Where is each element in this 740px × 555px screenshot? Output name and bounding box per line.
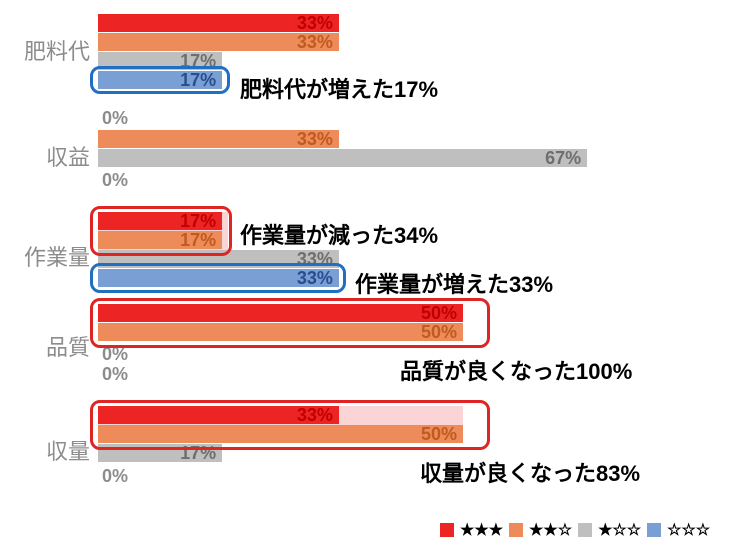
callout-box [90,206,232,256]
category-label-profit: 収益 [0,140,90,172]
zero-label: 0% [102,170,128,191]
callout-box [90,298,490,348]
legend-swatch [647,523,661,537]
bar-value-label: 33% [297,129,333,150]
callout-box [90,66,230,94]
bar-value-label: 33% [297,13,333,34]
legend-swatch [578,523,592,537]
zero-label: 0% [102,108,128,129]
zero-label: 0% [102,364,128,385]
category-label-work: 作業量 [0,240,90,272]
category-label-quality: 品質 [0,330,90,362]
annotation-text: 肥料代が増えた17% [240,72,438,104]
legend-swatch [440,523,454,537]
survey-bar-chart: 肥料代33%33%17%17%収益33%67%0%0%作業量17%17%33%3… [0,0,740,555]
legend: ★★★ ★★☆ ★☆☆ ☆☆☆ [440,520,710,540]
legend-label: ★★★ [460,520,503,540]
annotation-text: 品質が良くなった100% [400,354,632,386]
legend-label: ★☆☆ [598,520,641,540]
legend-label: ☆☆☆ [667,520,710,540]
bar-fertilizer-s2: 33% [98,33,339,51]
category-label-yield: 収量 [0,434,90,466]
bar-value-label: 67% [545,148,581,169]
legend-label: ★★☆ [529,520,572,540]
annotation-text: 作業量が増えた33% [355,267,553,299]
bar-fertilizer-s3: 33% [98,14,339,32]
zero-label: 0% [102,466,128,487]
annotation-text: 収量が良くなった83% [420,456,640,488]
callout-box [90,263,346,293]
bar-value-label: 33% [297,32,333,53]
annotation-text: 作業量が減った34% [240,218,438,250]
bar-profit-s1: 67% [98,149,587,167]
callout-box [90,400,490,450]
bar-profit-s2: 33% [98,130,339,148]
category-label-fertilizer: 肥料代 [0,34,90,66]
legend-swatch [509,523,523,537]
